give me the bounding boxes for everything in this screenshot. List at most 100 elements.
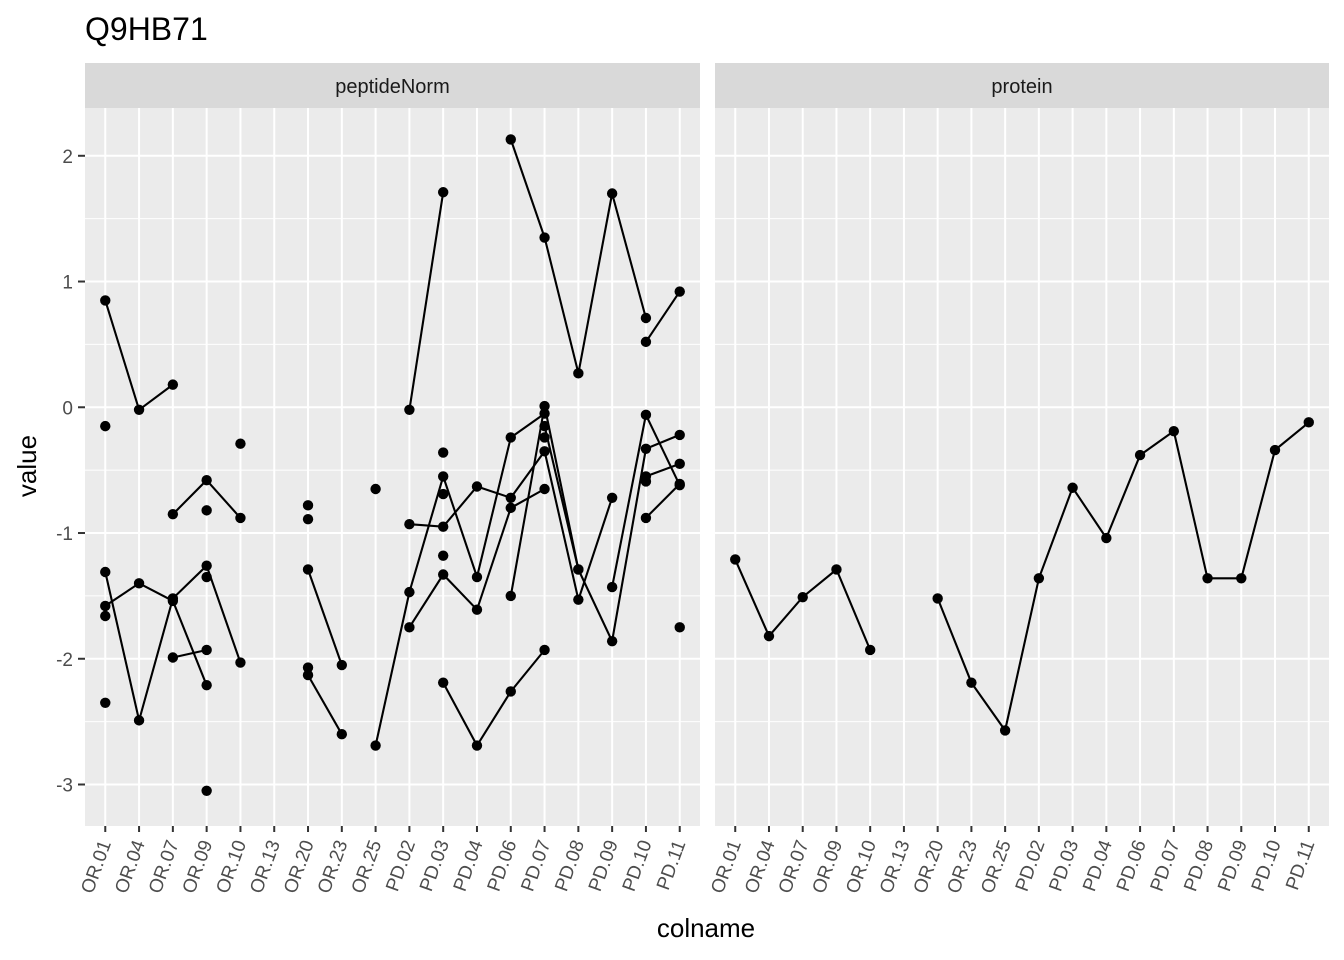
data-point <box>674 458 685 470</box>
data-point <box>505 134 516 145</box>
data-point <box>437 471 449 482</box>
data-point <box>1134 449 1146 461</box>
data-point <box>336 729 348 740</box>
data-point <box>201 571 212 583</box>
data-point <box>505 590 516 602</box>
data-point <box>302 662 314 673</box>
x-tick-label: PD.04 <box>1079 837 1117 894</box>
series-line <box>645 483 681 519</box>
data-point <box>831 564 842 575</box>
x-tick-label: OR.25 <box>348 838 387 897</box>
data-point <box>730 554 741 565</box>
x-tick-label: OR.07 <box>145 838 184 897</box>
data-point <box>674 478 685 490</box>
data-point <box>235 438 246 449</box>
data-point <box>539 400 550 412</box>
data-point <box>606 188 618 199</box>
data-point <box>674 622 685 633</box>
data-point <box>437 550 449 561</box>
data-point <box>573 594 584 605</box>
x-tick-label: OR.25 <box>977 838 1016 897</box>
data-point <box>235 512 246 524</box>
data-points <box>730 417 1314 736</box>
data-point <box>1269 444 1281 456</box>
y-tick-label: 0 <box>62 398 73 419</box>
facet-strip-label: peptideNorm <box>335 76 450 98</box>
gridlines <box>715 108 1329 826</box>
panels: peptideNorm protein <box>85 63 1329 826</box>
data-point <box>539 446 550 457</box>
data-point <box>167 595 179 607</box>
data-point <box>1303 417 1314 428</box>
series-line <box>172 648 207 659</box>
data-point <box>302 564 314 575</box>
data-point <box>674 286 685 297</box>
series-lines <box>104 139 681 748</box>
series-line <box>307 569 343 666</box>
panel-peptideNorm: peptideNorm <box>85 63 700 826</box>
series-line <box>645 291 681 343</box>
data-point <box>797 591 808 603</box>
data-point <box>437 677 449 688</box>
x-tick-label: PD.02 <box>1012 838 1050 895</box>
data-point <box>539 432 550 443</box>
data-point <box>302 500 314 511</box>
data-point <box>606 635 618 647</box>
x-tick-label: PD.06 <box>1113 838 1151 895</box>
x-tick-label: PD.04 <box>450 837 488 894</box>
data-point <box>640 476 652 487</box>
data-point <box>1168 425 1180 437</box>
x-tick-label: PD.11 <box>1282 838 1319 893</box>
data-point <box>437 521 449 532</box>
y-tick-label: 2 <box>62 147 73 168</box>
data-point <box>573 564 584 575</box>
data-point <box>763 630 775 642</box>
data-point <box>100 295 111 306</box>
data-point <box>539 644 550 656</box>
facet-strip <box>715 63 1329 108</box>
data-point <box>505 502 516 514</box>
x-tick-label: PD.09 <box>1214 838 1252 895</box>
plot-background <box>85 108 700 826</box>
data-point <box>235 657 246 668</box>
data-point <box>100 566 111 578</box>
series-line <box>645 462 681 478</box>
data-point <box>640 312 652 324</box>
data-point <box>966 677 977 688</box>
data-point <box>1236 573 1247 584</box>
data-point <box>674 429 685 441</box>
data-point <box>471 481 483 492</box>
x-axis-protein: OR.01OR.04OR.07OR.09OR.10OR.13OR.20OR.23… <box>707 826 1319 896</box>
data-point <box>370 483 381 495</box>
x-tick-label: OR.04 <box>111 837 150 896</box>
x-tick-label: OR.01 <box>77 838 116 897</box>
series-line <box>936 421 1310 733</box>
x-axis-peptideNorm: OR.01OR.04OR.07OR.09OR.10OR.13OR.20OR.23… <box>77 826 690 896</box>
data-point <box>539 483 550 495</box>
x-tick-label: PD.09 <box>585 838 623 895</box>
data-point <box>471 604 483 615</box>
data-point <box>1202 573 1213 584</box>
data-point <box>640 512 652 524</box>
y-tick-label: -3 <box>56 776 73 797</box>
data-point <box>133 404 145 415</box>
data-point <box>864 644 876 656</box>
x-tick-label: OR.10 <box>213 838 252 897</box>
data-point <box>100 420 111 432</box>
data-point <box>100 610 111 622</box>
y-axis-title: value <box>12 435 42 497</box>
x-tick-label: PD.06 <box>484 838 522 895</box>
data-point <box>1033 573 1045 584</box>
data-point <box>133 715 145 726</box>
data-point <box>1067 482 1078 493</box>
facet-strip-label: protein <box>991 76 1052 98</box>
data-point <box>640 443 652 454</box>
series-line <box>374 412 546 746</box>
data-point <box>471 571 483 583</box>
y-tick-label: -1 <box>56 524 73 545</box>
data-point <box>539 408 550 419</box>
data-point <box>471 740 483 751</box>
x-tick-label: PD.08 <box>551 838 589 895</box>
data-point <box>201 475 212 486</box>
